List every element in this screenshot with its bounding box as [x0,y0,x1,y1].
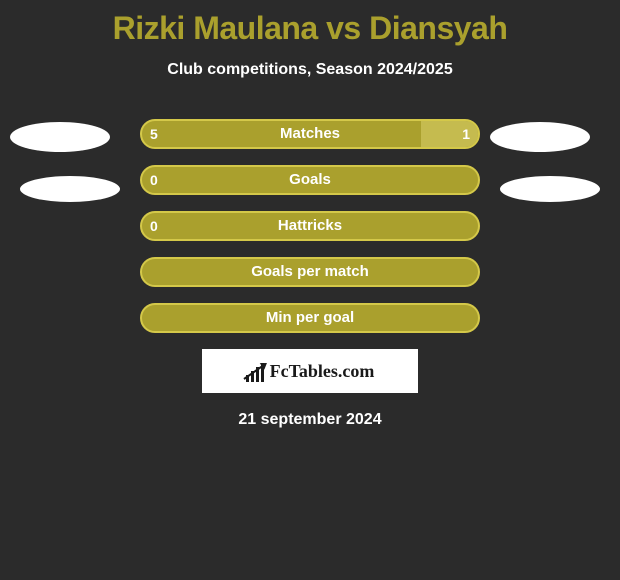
stat-label: Matches [140,119,480,149]
stat-right-value: 1 [462,119,470,149]
stat-row-min-per-goal: Min per goal [0,303,620,333]
stat-label: Goals per match [140,257,480,287]
subtitle: Club competitions, Season 2024/2025 [0,61,620,79]
stat-label: Hattricks [140,211,480,241]
date-text: 21 september 2024 [0,411,620,429]
page-title: Rizki Maulana vs Diansyah [0,0,620,47]
logo-text: FcTables.com [270,361,375,382]
stat-row-goals-per-match: Goals per match [0,257,620,287]
player-avatar-left-1 [10,122,110,152]
player-avatar-left-2 [20,176,120,202]
stat-label: Goals [140,165,480,195]
stat-row-hattricks: 0 Hattricks [0,211,620,241]
player-avatar-right-2 [500,176,600,202]
player-avatar-right-1 [490,122,590,152]
logo: FcTables.com [246,360,375,382]
bar-chart-icon [246,360,264,382]
stat-label: Min per goal [140,303,480,333]
logo-box: FcTables.com [202,349,418,393]
